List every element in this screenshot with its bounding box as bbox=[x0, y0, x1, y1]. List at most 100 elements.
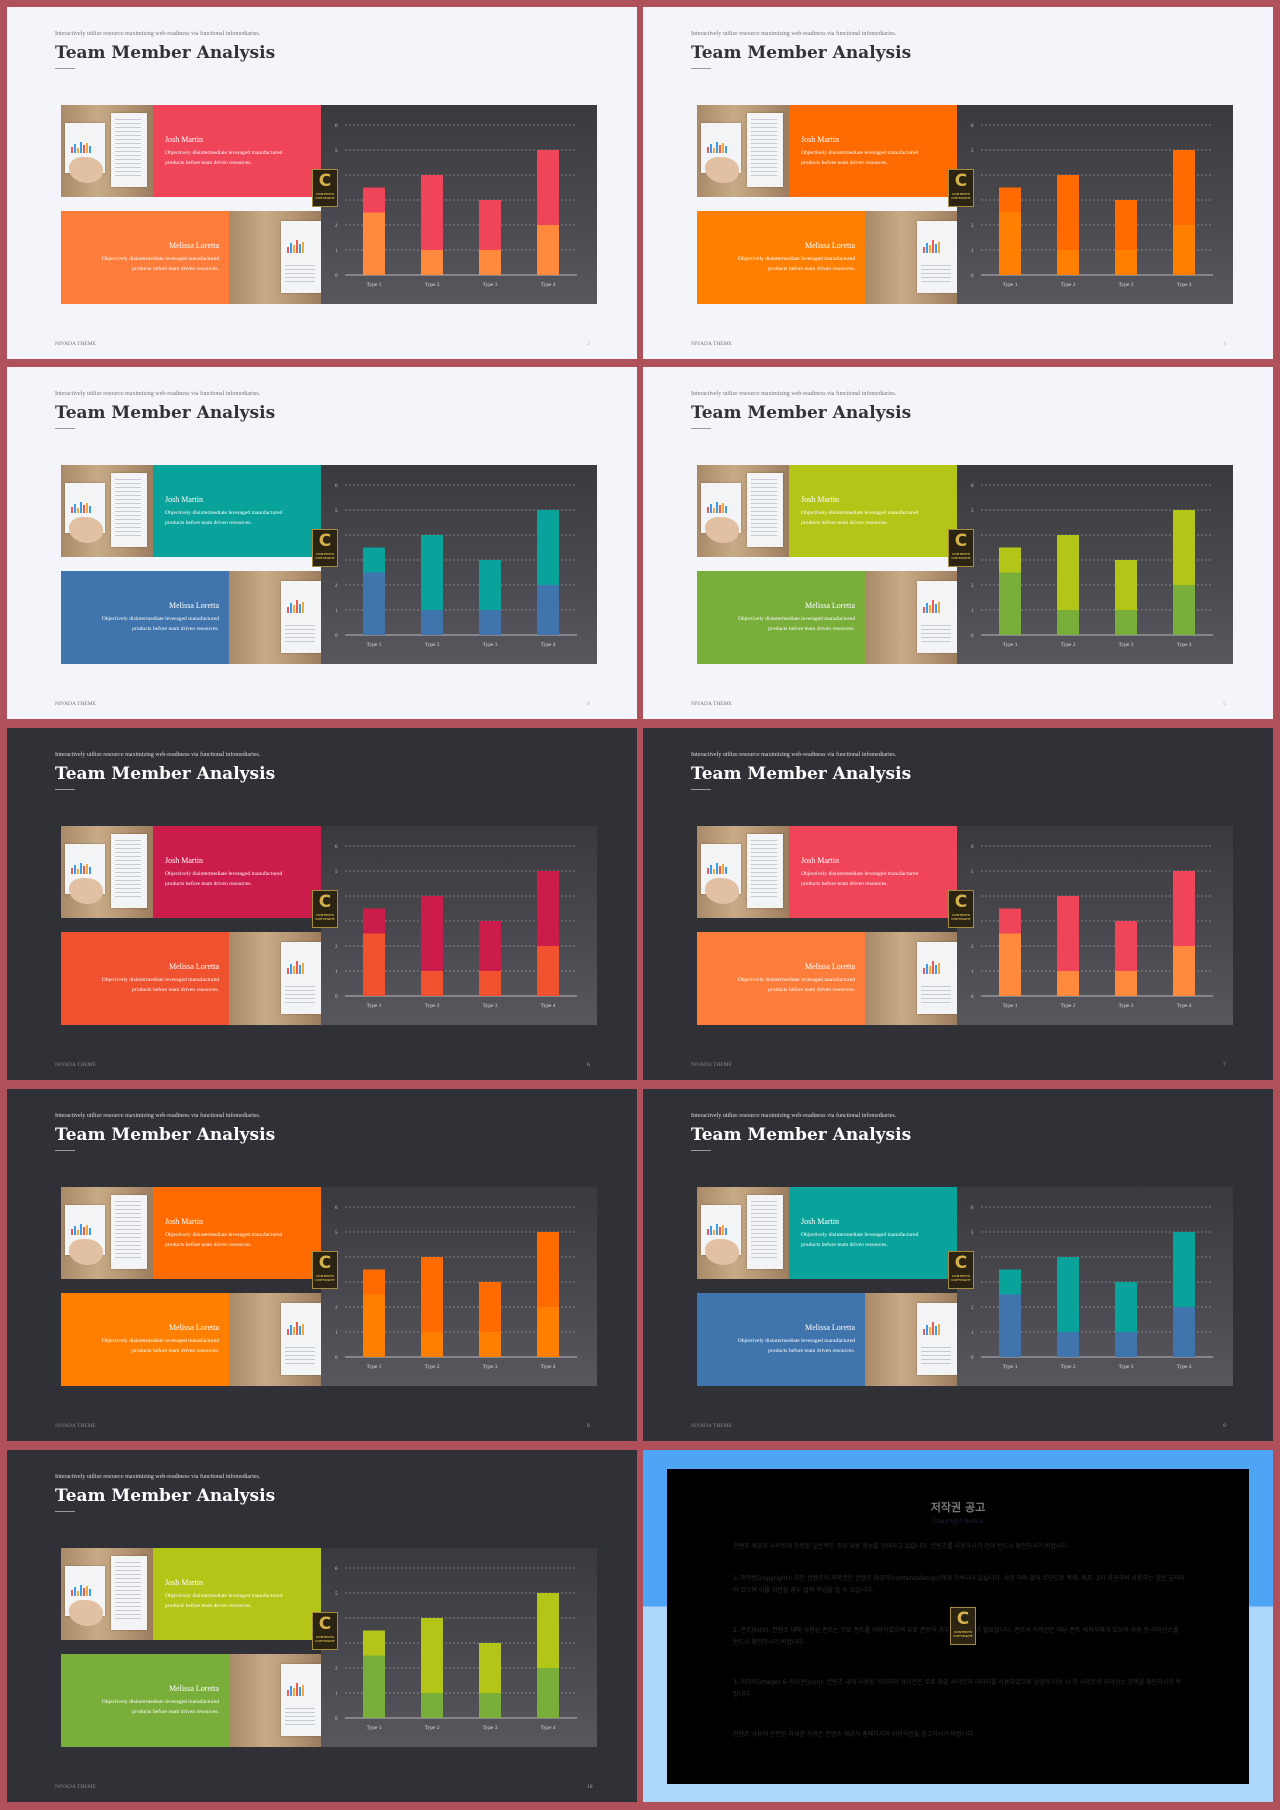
member-desc-line1: Objectively disintermediate leveraged ma… bbox=[801, 1232, 919, 1238]
logo-subtext: COPYRIGHT bbox=[951, 917, 971, 921]
desk-photo-top bbox=[61, 1548, 153, 1640]
x-tick-label: Type 3 bbox=[1118, 642, 1133, 648]
slide[interactable]: Interactively utilize resource maximizin… bbox=[7, 367, 637, 719]
desk-photo-top bbox=[697, 826, 789, 918]
bar-segment bbox=[537, 946, 559, 996]
y-tick-label: 5 bbox=[335, 870, 338, 875]
slide-tagline: Interactively utilize resource maximizin… bbox=[691, 391, 897, 397]
logo-letter: C bbox=[318, 531, 332, 551]
contents-logo: C CONTENTS COPYRIGHT bbox=[948, 169, 974, 207]
y-tick-label: 5 bbox=[335, 149, 338, 154]
slide-tagline: Interactively utilize resource maximizin… bbox=[55, 391, 261, 397]
desk-photo-bottom bbox=[865, 932, 957, 1025]
desk-photo-bottom bbox=[865, 211, 957, 304]
y-tick-label: 0 bbox=[971, 634, 974, 639]
title-underline bbox=[55, 68, 75, 69]
bar-segment bbox=[479, 1693, 501, 1718]
x-tick-label: Type 1 bbox=[1002, 282, 1017, 288]
y-tick-label: 0 bbox=[335, 995, 338, 1000]
desk-photo-bottom bbox=[865, 1293, 957, 1386]
bar-segment bbox=[363, 1655, 385, 1718]
y-tick-label: 2 bbox=[971, 945, 974, 950]
logo-letter: C bbox=[956, 1609, 970, 1629]
report-doc bbox=[281, 942, 321, 1014]
member-desc-line2: products before team driven resources. bbox=[768, 626, 855, 632]
notice-panel: 저작권 공고 Copyright Notice 컨텐츠 제공자 사이트에 관련된… bbox=[667, 1469, 1249, 1784]
logo-subtext: COPYRIGHT bbox=[951, 1278, 971, 1282]
bar-segment bbox=[537, 1593, 559, 1668]
y-tick-label: 6 bbox=[335, 124, 338, 129]
bar-segment bbox=[999, 547, 1021, 573]
x-tick-label: Type 3 bbox=[482, 1003, 497, 1009]
y-tick-label: 0 bbox=[971, 274, 974, 279]
slide[interactable]: Interactively utilize resource maximizin… bbox=[643, 367, 1273, 719]
x-tick-label: Type 3 bbox=[482, 282, 497, 288]
member-desc-line1: Objectively disintermediate leveraged ma… bbox=[165, 1232, 283, 1238]
x-tick-label: Type 2 bbox=[1060, 642, 1075, 648]
slide-title: Team Member Analysis bbox=[691, 403, 912, 423]
slide-tagline: Interactively utilize resource maximizin… bbox=[55, 752, 261, 758]
slide[interactable]: Interactively utilize resource maximizin… bbox=[643, 1089, 1273, 1441]
slide-footer: NIVADA THEME bbox=[691, 1062, 732, 1068]
slide-footer: NIVADA THEME bbox=[691, 341, 732, 347]
y-tick-label: 1 bbox=[971, 970, 974, 975]
slide[interactable]: Interactively utilize resource maximizin… bbox=[643, 7, 1273, 359]
member-card-melissa: Melissa Loretta Objectively disintermedi… bbox=[697, 1293, 865, 1386]
bar-segment bbox=[999, 572, 1021, 635]
paper-doc bbox=[747, 834, 783, 908]
y-tick-label: 1 bbox=[335, 970, 338, 975]
member-desc-line2: products before team driven resources. bbox=[132, 266, 219, 272]
member-name: Melissa Loretta bbox=[805, 601, 855, 610]
bar-segment bbox=[999, 933, 1021, 996]
contents-logo: C CONTENTS COPYRIGHT bbox=[312, 529, 338, 567]
member-card-melissa: Melissa Loretta Objectively disintermedi… bbox=[61, 211, 229, 304]
bar-segment bbox=[999, 908, 1021, 934]
copyright-notice-slide[interactable]: 저작권 공고 Copyright Notice 컨텐츠 제공자 사이트에 관련된… bbox=[643, 1450, 1273, 1802]
bar-segment bbox=[537, 585, 559, 635]
slide-footer: NIVADA THEME bbox=[55, 701, 96, 707]
bar-segment bbox=[479, 1643, 501, 1693]
bar-segment bbox=[1057, 1332, 1079, 1357]
contents-logo: C CONTENTS COPYRIGHT bbox=[312, 1612, 338, 1650]
report-doc bbox=[917, 221, 957, 293]
bar-segment bbox=[1115, 971, 1137, 996]
report-doc bbox=[281, 1303, 321, 1375]
member-desc-line1: Objectively disintermediate leveraged ma… bbox=[165, 150, 283, 156]
member-desc-line2: products before team driven resources. bbox=[801, 520, 888, 526]
member-desc-line1: Objectively disintermediate leveraged ma… bbox=[801, 150, 919, 156]
bar-segment bbox=[421, 250, 443, 275]
slide[interactable]: Interactively utilize resource maximizin… bbox=[7, 1089, 637, 1441]
bar-segment bbox=[421, 971, 443, 996]
bar-segment bbox=[421, 1257, 443, 1332]
x-tick-label: Type 1 bbox=[366, 1725, 381, 1731]
member-card-melissa: Melissa Loretta Objectively disintermedi… bbox=[61, 571, 229, 664]
y-tick-label: 5 bbox=[971, 870, 974, 875]
member-desc-line2: products before team driven resources. bbox=[768, 1348, 855, 1354]
x-tick-label: Type 4 bbox=[1176, 1003, 1191, 1009]
member-name: Josh Martin bbox=[165, 1578, 203, 1587]
slide[interactable]: Interactively utilize resource maximizin… bbox=[643, 728, 1273, 1080]
x-tick-label: Type 3 bbox=[1118, 282, 1133, 288]
bar-segment bbox=[1115, 921, 1137, 971]
y-tick-label: 0 bbox=[335, 1356, 338, 1361]
slide[interactable]: Interactively utilize resource maximizin… bbox=[7, 7, 637, 359]
bar-segment bbox=[537, 1232, 559, 1307]
bar-segment bbox=[479, 921, 501, 971]
bar-segment bbox=[1057, 971, 1079, 996]
member-name: Josh Martin bbox=[165, 1217, 203, 1226]
y-tick-label: 0 bbox=[335, 1717, 338, 1722]
x-tick-label: Type 3 bbox=[482, 1725, 497, 1731]
hand bbox=[69, 157, 103, 183]
page-number: 8 bbox=[587, 1423, 590, 1429]
x-tick-label: Type 1 bbox=[366, 1364, 381, 1370]
member-desc-line2: products before team driven resources. bbox=[801, 881, 888, 887]
slide[interactable]: Interactively utilize resource maximizin… bbox=[7, 1450, 637, 1802]
x-tick-label: Type 2 bbox=[424, 282, 439, 288]
paper-doc bbox=[747, 473, 783, 547]
slide[interactable]: Interactively utilize resource maximizin… bbox=[7, 728, 637, 1080]
contents-logo: C CONTENTS COPYRIGHT bbox=[312, 1251, 338, 1289]
bar-segment bbox=[1173, 225, 1195, 275]
desk-photo-top bbox=[61, 105, 153, 197]
y-tick-label: 0 bbox=[971, 995, 974, 1000]
